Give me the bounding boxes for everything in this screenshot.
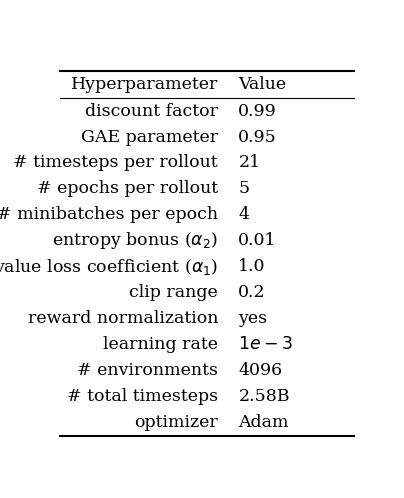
Text: # epochs per rollout: # epochs per rollout (37, 180, 218, 197)
Text: # environments: # environments (77, 362, 218, 379)
Text: Hyperparameter: Hyperparameter (71, 76, 218, 93)
Text: # total timesteps: # total timesteps (67, 388, 218, 405)
Text: reward normalization: reward normalization (27, 310, 218, 327)
Text: 5: 5 (238, 180, 250, 197)
Text: $1e-3$: $1e-3$ (238, 336, 293, 353)
Text: # minibatches per epoch: # minibatches per epoch (0, 206, 218, 224)
Text: # timesteps per rollout: # timesteps per rollout (13, 154, 218, 171)
Text: 21: 21 (238, 154, 261, 171)
Text: GAE parameter: GAE parameter (81, 128, 218, 145)
Text: Value: Value (238, 76, 286, 93)
Text: 0.01: 0.01 (238, 233, 277, 249)
Text: 4: 4 (238, 206, 249, 224)
Text: 0.99: 0.99 (238, 103, 277, 120)
Text: entropy bonus ($\alpha_2$): entropy bonus ($\alpha_2$) (52, 231, 218, 251)
Text: learning rate: learning rate (103, 336, 218, 353)
Text: 0.2: 0.2 (238, 284, 266, 301)
Text: optimizer: optimizer (134, 414, 218, 431)
Text: clip range: clip range (129, 284, 218, 301)
Text: yes: yes (238, 310, 267, 327)
Text: discount factor: discount factor (85, 103, 218, 120)
Text: 2.58B: 2.58B (238, 388, 290, 405)
Text: value loss coefficient ($\alpha_1$): value loss coefficient ($\alpha_1$) (0, 257, 218, 277)
Text: Adam: Adam (238, 414, 289, 431)
Text: 1.0: 1.0 (238, 258, 266, 275)
Text: 0.95: 0.95 (238, 128, 277, 145)
Text: 4096: 4096 (238, 362, 282, 379)
